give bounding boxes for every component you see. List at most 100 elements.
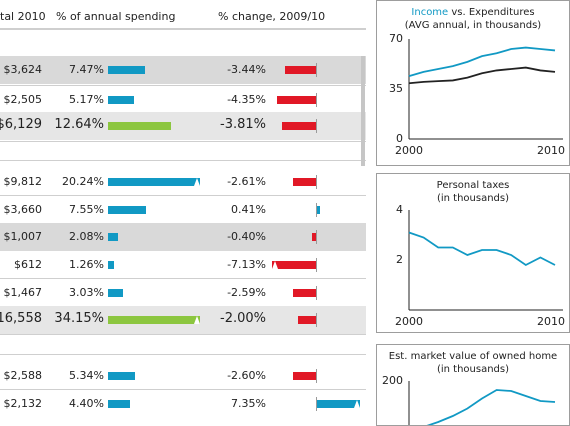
pct-spending-value: 3.03% [69,286,104,299]
row-divider [0,354,366,355]
y-tick-label: 4 [396,203,403,216]
total-2010-value: $6,129 [0,117,42,132]
pct-change-value: -2.00% [220,311,266,326]
col-header-pct-spending[interactable]: % of annual spending [56,10,176,23]
table-row[interactable]: $1,467 3.03% -2.59% [0,279,366,306]
table-row[interactable]: $6,129 12.64% -3.81% [0,112,366,140]
row-divider [0,334,366,335]
table-row[interactable]: $612 1.26% -7.13% [0,251,366,278]
pct-spending-value: 7.47% [69,63,104,76]
pct-spending-bar [108,206,146,214]
pct-spending-value: 20.24% [62,175,104,188]
income-vs-expenditures-subtitle: (AVG annual, in thousands) [404,20,542,31]
table-row[interactable]: $2,588 5.34% -2.60% [0,362,366,389]
y-tick-label: 70 [389,32,403,45]
row-divider [0,160,366,161]
table-row[interactable]: $2,132 4.40% 7.35% [0,390,366,418]
total-2010-value: $3,660 [3,203,43,216]
pct-change-value: -2.59% [227,286,266,299]
table-row[interactable]: $2,505 5.17% -4.35% [0,86,366,113]
zero-line-tick [316,93,317,107]
pct-change-bar [316,400,360,408]
zero-line-tick [316,286,317,300]
zero-line-tick [316,313,317,327]
pct-change-bar [312,233,316,241]
zero-line-tick [316,203,317,217]
row-divider [0,85,366,86]
header-divider [0,28,366,29]
pct-spending-value: 4.40% [69,397,104,410]
total-2010-value: $2,505 [3,93,43,106]
series-line-expenditures [408,66,556,85]
pct-spending-bar [108,289,124,297]
pct-spending-value: 12.64% [54,117,104,132]
home-value-subtitle: (in thousands) [436,364,510,375]
home-value-panel[interactable]: Est. market value of owned home (in thou… [376,344,570,426]
y-tick-label: 0 [396,132,403,145]
total-2010-value: $16,558 [0,311,42,326]
col-header-pct-change[interactable]: % change, 2009/10 [218,10,326,23]
zero-line-tick [316,119,317,133]
pct-spending-value: 2.08% [69,230,104,243]
pct-spending-value: 5.17% [69,93,104,106]
row-divider [0,195,366,196]
series-line [426,389,556,425]
income-vs-expenditures-title: Income vs. Expenditures [377,6,569,19]
series-line [408,231,556,267]
pct-change-bar [292,372,316,380]
pct-change-value: -4.35% [227,93,266,106]
pct-change-bar [281,122,316,130]
total-2010-value: $1,467 [3,286,43,299]
pct-spending-bar [108,233,119,241]
zero-line-tick [316,63,317,77]
personal-taxes-subtitle: (in thousands) [436,193,510,204]
row-divider [0,389,366,390]
total-2010-value: $2,132 [3,397,43,410]
zero-line-tick [316,175,317,189]
col-header-total[interactable]: tal 2010 [0,10,46,23]
personal-taxes-title: Personal taxes [436,180,510,191]
personal-taxes-panel[interactable]: Personal taxes (in thousands) 2 4 2000 2010 [376,173,570,333]
table-row[interactable]: $3,624 7.47% -3.44% [0,56,366,84]
pct-spending-value: 1.26% [69,258,104,271]
total-2010-value: $3,624 [3,63,43,76]
spending-table: tal 2010 % of annual spending % change, … [0,10,366,418]
income-title-word: Income [411,7,449,18]
income-vs-expenditures-panel[interactable]: Income vs. Expenditures (AVG annual, in … [376,0,570,166]
table-row[interactable]: $3,660 7.55% 0.41% [0,196,366,223]
bar-overflow-marker [194,316,200,324]
bar-overflow-marker [354,400,360,408]
pct-spending-bar [108,178,200,186]
table-row[interactable]: $1,007 2.08% -0.40% [0,223,366,251]
pct-spending-bar [108,96,134,104]
series-line-income [408,46,556,78]
pct-change-value: -3.44% [227,63,266,76]
y-tick-label: 2 [396,253,403,266]
pct-change-value: -7.13% [227,258,266,271]
pct-spending-bar [108,122,172,130]
table-row[interactable]: $16,558 34.15% -2.00% [0,306,366,334]
pct-spending-value: 34.15% [54,311,104,326]
y-tick-label: 200 [382,374,403,387]
pct-change-value: -0.40% [227,230,266,243]
pct-change-bar [285,66,316,74]
pct-change-bar [292,289,316,297]
x-tick-label: 2000 [395,144,423,157]
zero-line-tick [316,397,317,411]
pct-change-bar [316,206,320,214]
line-chart-canvas [408,210,563,311]
bar-overflow-marker [272,261,278,269]
pct-change-bar [272,261,316,269]
bar-overflow-marker [194,178,200,186]
expenditures-title-word: vs. Expenditures [448,7,535,18]
zero-line-tick [316,258,317,272]
pct-change-value: -2.60% [227,369,266,382]
pct-spending-bar [108,316,200,324]
pct-change-value: 0.41% [231,203,266,216]
line-chart-canvas [408,381,556,425]
table-scrollbar[interactable] [361,56,365,166]
pct-change-value: 7.35% [231,397,266,410]
table-row[interactable]: $9,812 20.24% -2.61% [0,168,366,195]
pct-change-bar [276,96,316,104]
total-2010-value: $612 [14,258,42,271]
